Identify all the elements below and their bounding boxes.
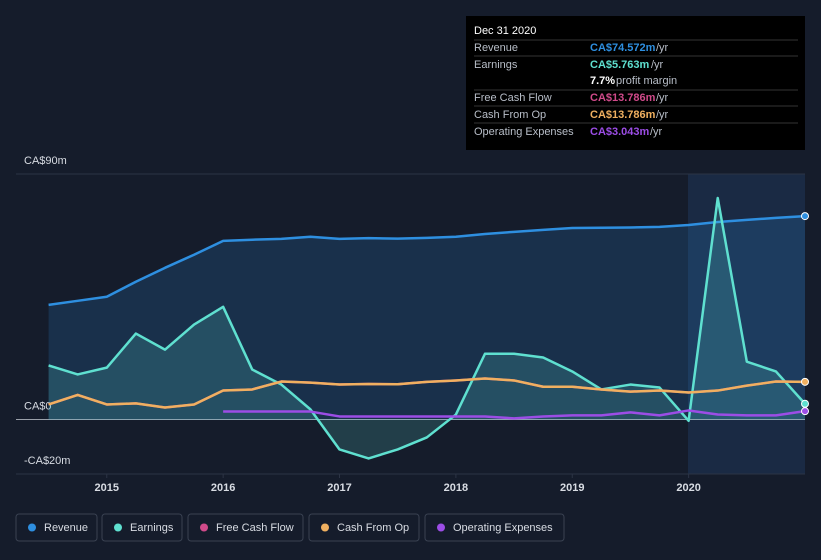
x-tick-label: 2017 [327,482,351,494]
tooltip: Dec 31 2020 Revenue CA$74.572m /yr Earni… [466,16,805,150]
tooltip-value: CA$13.786m [590,109,656,121]
legend-item[interactable]: Operating Expenses [424,513,565,542]
series-line [223,409,806,420]
legend-label: Free Cash Flow [216,522,294,534]
tooltip-label: Operating Expenses [474,126,574,138]
legend-label: Operating Expenses [453,522,553,534]
tooltip-label: Free Cash Flow [474,92,552,104]
x-tick-label: 2016 [211,482,235,494]
series-line [48,377,806,409]
tooltip-unit: /yr [656,109,669,121]
legend-box[interactable] [15,513,98,542]
legend-swatch [321,523,329,532]
y-tick-label: CA$90m [24,155,67,167]
x-tick-label: 2020 [676,482,700,494]
legend-swatch [28,523,36,532]
legend-swatch [114,523,122,532]
end-point [801,377,809,386]
tooltip-value: CA$13.786m [590,92,656,104]
tooltip-value: CA$5.763m [590,59,650,71]
y-tick-label: -CA$20m [24,455,70,467]
legend-item[interactable]: Revenue [15,513,98,542]
tooltip-value: CA$3.043m [590,126,650,138]
tooltip-label: Earnings [474,59,518,71]
tooltip-unit: profit margin [616,75,677,87]
legend-label: Cash From Op [337,522,409,534]
tooltip-unit: /yr [656,42,669,54]
legend-item[interactable]: Earnings [101,513,183,542]
x-tick-label: 2018 [444,482,468,494]
legend-box[interactable] [187,513,304,542]
tooltip-box [466,16,805,150]
legend-box[interactable] [308,513,420,542]
legend-box[interactable] [101,513,183,542]
tooltip-unit: /yr [651,59,664,71]
y-tick-label: CA$0 [24,400,52,412]
x-tick-label: 2019 [560,482,584,494]
legend-swatch [200,523,208,532]
tooltip-unit: /yr [656,92,669,104]
tooltip-unit: /yr [650,126,663,138]
tooltip-label: Revenue [474,42,518,54]
legend-label: Earnings [130,522,174,534]
legend-item[interactable]: Free Cash Flow [187,513,304,542]
tooltip-label: Cash From Op [474,109,546,121]
legend: Revenue Earnings Free Cash Flow Cash From O… [15,513,565,542]
series-line [48,196,806,460]
series-line [48,214,806,307]
tooltip-value: CA$74.572m [590,42,656,54]
end-point [801,399,809,408]
plot: -CA$20m CA$0 CA$90m 2015 2016 2017 2018 2019 202… [16,155,809,494]
area-fill [48,198,806,459]
tooltip-value: 7.7% [590,75,615,87]
x-tick-label: 2015 [95,482,119,494]
end-point [801,407,809,416]
area-fill [48,216,806,420]
legend-item[interactable]: Cash From Op [308,513,420,542]
legend-label: Revenue [44,522,88,534]
tooltip-title: Dec 31 2020 [474,25,536,37]
end-point [801,212,809,221]
legend-box[interactable] [424,513,565,542]
legend-swatch [437,523,445,532]
